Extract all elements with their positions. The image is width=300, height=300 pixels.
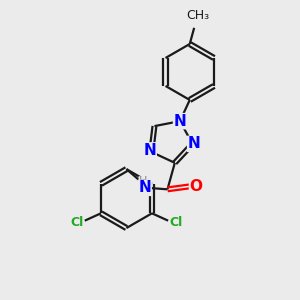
Text: N: N bbox=[188, 136, 200, 152]
Text: N: N bbox=[138, 180, 151, 195]
Text: N: N bbox=[174, 114, 186, 129]
Text: N: N bbox=[143, 143, 156, 158]
Text: Cl: Cl bbox=[170, 216, 183, 229]
Text: CH₃: CH₃ bbox=[186, 9, 210, 22]
Text: H: H bbox=[139, 176, 147, 186]
Text: O: O bbox=[190, 179, 202, 194]
Text: Cl: Cl bbox=[70, 216, 83, 229]
